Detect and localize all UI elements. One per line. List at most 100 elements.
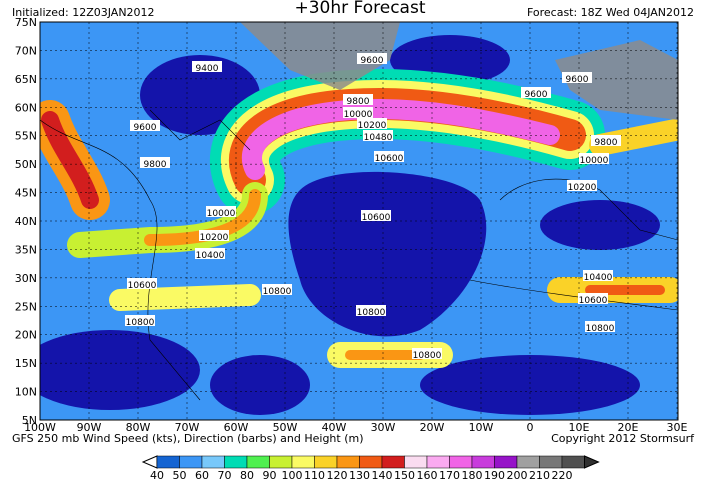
contour-label-bg (357, 118, 387, 129)
contour-label: 10600 (128, 281, 157, 291)
contour-label-bg (343, 107, 373, 118)
copyright: Copyright 2012 Stormsurf (551, 432, 695, 445)
contour-label: 10200 (568, 183, 597, 193)
contour-label: 9600 (525, 90, 548, 100)
lon-label: 60W (224, 421, 249, 434)
colorbar-cell (179, 455, 203, 469)
colorbar-label: 220 (552, 469, 573, 482)
colorbar-cell (516, 455, 540, 469)
colorbar-cell (246, 455, 270, 469)
colorbar-cell (156, 455, 180, 469)
colorbar-label: 170 (439, 469, 460, 482)
lat-label: 35N (15, 243, 37, 256)
lon-label: 80W (126, 421, 151, 434)
contour-label-bg (192, 61, 222, 72)
colorbar-cell (449, 455, 473, 469)
contour-label: 10480 (364, 133, 393, 143)
colorbar-cell (336, 455, 360, 469)
lon-label: 50W (273, 421, 298, 434)
colorbar-cell (201, 455, 225, 469)
lat-label: 65N (15, 73, 37, 86)
lon-label: 10W (469, 421, 494, 434)
lat-label: 55N (15, 130, 37, 143)
contour-label-bg (199, 230, 229, 241)
colorbar-label: 190 (484, 469, 505, 482)
colorbar-label: 130 (349, 469, 370, 482)
contour-label: 9800 (144, 160, 167, 170)
contour-label: 10000 (207, 209, 236, 219)
colorbar-cell (494, 455, 518, 469)
lat-label: 5N (22, 414, 37, 427)
colorbar-label: 200 (507, 469, 528, 482)
contour-label-bg (567, 180, 597, 191)
lon-label: 90W (77, 421, 102, 434)
contour-label: 10200 (358, 121, 387, 131)
colorbar-cell (359, 455, 383, 469)
lat-label: 20N (15, 329, 37, 342)
lon-label: 40W (322, 421, 347, 434)
colorbar-label: 90 (263, 469, 277, 482)
contour-label-bg (206, 206, 236, 217)
contour-label-bg (130, 120, 160, 131)
caption: GFS 250 mb Wind Speed (kts), Direction (… (12, 432, 364, 445)
colorbar-cell (471, 455, 495, 469)
contour-label: 10400 (196, 251, 225, 261)
contour-label-bg (374, 151, 404, 162)
colorbar-cell (291, 455, 315, 469)
contour-label: 10400 (584, 273, 613, 283)
contour-label: 10800 (263, 287, 292, 297)
colorbar-label: 140 (372, 469, 393, 482)
contour-label: 10800 (357, 308, 386, 318)
lat-label: 45N (15, 187, 37, 200)
contour-label-bg (195, 248, 225, 259)
lat-label: 75N (15, 16, 37, 29)
contour-label-bg (562, 72, 592, 83)
colorbar-label: 210 (529, 469, 550, 482)
contour-label-bg (363, 130, 393, 141)
contour-label-bg (356, 305, 386, 316)
colorbar-label: 60 (195, 469, 209, 482)
colorbar-cell (539, 455, 563, 469)
contour-label-bg (579, 153, 609, 164)
contour-label-bg (343, 94, 373, 105)
lon-label: 20W (420, 421, 445, 434)
contour-label-bg (361, 210, 391, 221)
contour-label: 10200 (200, 233, 229, 243)
contour-label: 10800 (586, 324, 615, 334)
init-time: Initialized: 12Z03JAN2012 (12, 6, 155, 19)
lat-label: 50N (15, 158, 37, 171)
lat-label: 10N (15, 386, 37, 399)
contour-label: 10800 (413, 351, 442, 361)
colorbar-cell (381, 455, 405, 469)
contour-label: 10600 (375, 154, 404, 164)
colorbar-cell (224, 455, 248, 469)
colorbar-label: 180 (462, 469, 483, 482)
colorbar-label: 50 (173, 469, 187, 482)
lon-label: 30W (371, 421, 396, 434)
colorbar-label: 120 (327, 469, 348, 482)
lat-label: 40N (15, 215, 37, 228)
colorbar-label: 160 (417, 469, 438, 482)
contour-label-bg (583, 270, 613, 281)
contour-label: 10600 (362, 213, 391, 223)
map: 9400960096009600960098001000010200104801… (40, 22, 678, 420)
contour-label: 9600 (134, 123, 157, 133)
contour-label-bg (521, 87, 551, 98)
contour-label: 9800 (347, 97, 370, 107)
colorbar-cell (561, 455, 585, 469)
title: +30hr Forecast (295, 0, 426, 18)
contour-label-bg (125, 315, 155, 326)
lat-label: 25N (15, 300, 37, 313)
contour-label-bg (262, 284, 292, 295)
forecast-time: Forecast: 18Z Wed 04JAN2012 (527, 6, 694, 19)
lon-label: 10E (569, 421, 590, 434)
colorbar-label: 110 (304, 469, 325, 482)
colorbar-label: 150 (394, 469, 415, 482)
colorbar-cell (314, 455, 338, 469)
contour-label: 9800 (595, 138, 618, 148)
lon-label: 70W (175, 421, 200, 434)
colorbar-label: 40 (150, 469, 164, 482)
lon-label: 0 (527, 421, 534, 434)
map-frame (39, 21, 679, 421)
